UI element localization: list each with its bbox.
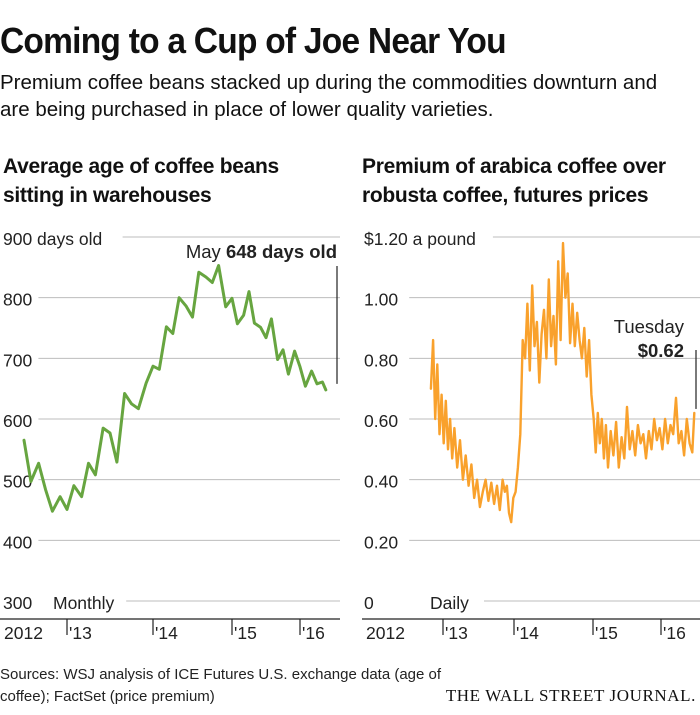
y-tick-label: 0.20	[364, 532, 398, 552]
y-tick-label: 0.80	[364, 350, 398, 370]
x-tick-label: '16	[302, 623, 325, 643]
annotation-label: May 648 days old	[186, 241, 337, 262]
y-tick-label: 0.40	[364, 472, 398, 492]
y-tick-label: 700	[3, 350, 32, 370]
y-tick-label: 500	[3, 472, 32, 492]
premium-chart: 0 Daily 0.20 0.40 0.60 0.80 1.00 $1.20 a pound 2…	[362, 229, 700, 643]
y-tick-label: 400	[3, 532, 32, 552]
y-tick-label: 0	[364, 593, 374, 613]
x-tick-label: 2012	[366, 623, 405, 643]
x-tick-label: '13	[445, 623, 468, 643]
x-tick-label: '14	[516, 623, 539, 643]
publisher-logo: THE WALL STREET JOURNAL.	[445, 686, 696, 705]
y-tick-label: $1.20 a pound	[364, 229, 476, 249]
y-tick-label: 900 days old	[3, 229, 102, 249]
y-tick-label: 1.00	[364, 290, 398, 310]
y-tick-label: 300	[3, 593, 32, 613]
x-tick-label: '15	[234, 623, 257, 643]
annotation-value: $0.62	[638, 340, 684, 361]
series-line	[429, 241, 696, 524]
x-tick-label: '15	[595, 623, 618, 643]
frequency-label: Monthly	[53, 593, 115, 613]
frequency-label: Daily	[430, 593, 469, 613]
series-line	[22, 264, 328, 513]
chart-title: Coming to a Cup of Joe Near You	[0, 20, 507, 61]
y-tick-label: 0.60	[364, 411, 398, 431]
x-tick-label: 2012	[4, 623, 43, 643]
x-tick-label: '16	[663, 623, 686, 643]
age-chart: 300 Monthly 400 500 600 700 800 900 days old 201…	[0, 229, 340, 643]
chart-subtitle: Premium coffee beans stacked up during t…	[0, 71, 658, 121]
y-tick-label: 600	[3, 411, 32, 431]
source-note: Sources: WSJ analysis of ICE Futures U.S…	[0, 666, 442, 705]
x-tick-label: '13	[69, 623, 92, 643]
y-tick-label: 800	[3, 290, 32, 310]
left-panel-title: Average age of coffee beans sitting in w…	[3, 155, 279, 207]
x-tick-label: '14	[155, 623, 178, 643]
annotation-label: Tuesday	[614, 316, 685, 337]
right-panel-title: Premium of arabica coffee over robusta c…	[362, 155, 666, 207]
